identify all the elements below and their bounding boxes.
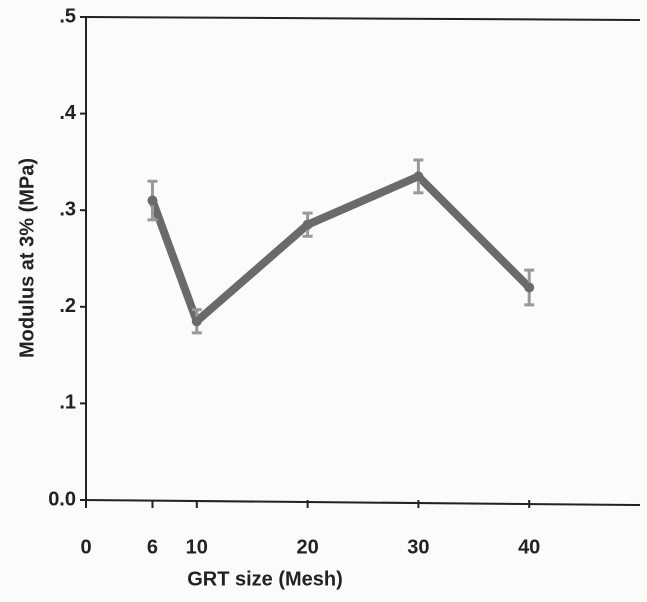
x-tick-label: 30 (407, 536, 429, 558)
y-axis-label: Modulus at 3% (MPa) (16, 158, 38, 358)
y-tick-label: .3 (59, 198, 76, 220)
x-axis (79, 499, 641, 506)
point (524, 282, 535, 293)
y-tick-label: .1 (59, 392, 76, 414)
point (302, 219, 313, 230)
y-tick-label: .4 (59, 102, 77, 124)
y-tick-label: .5 (59, 5, 76, 27)
point (147, 195, 158, 206)
x-axis-label: GRT size (Mesh) (187, 568, 343, 590)
x-tick-label: 6 (147, 536, 158, 558)
x-tick-label: 20 (296, 536, 318, 558)
x-tick-label: 10 (186, 536, 208, 558)
top-frame (85, 16, 641, 21)
y-tick-label: .2 (59, 295, 76, 317)
x-tick-label: 40 (518, 536, 540, 558)
point (413, 171, 424, 182)
y-tick-label: 0.0 (48, 488, 76, 510)
x-tick-label: 0 (80, 536, 91, 558)
point (191, 316, 202, 327)
